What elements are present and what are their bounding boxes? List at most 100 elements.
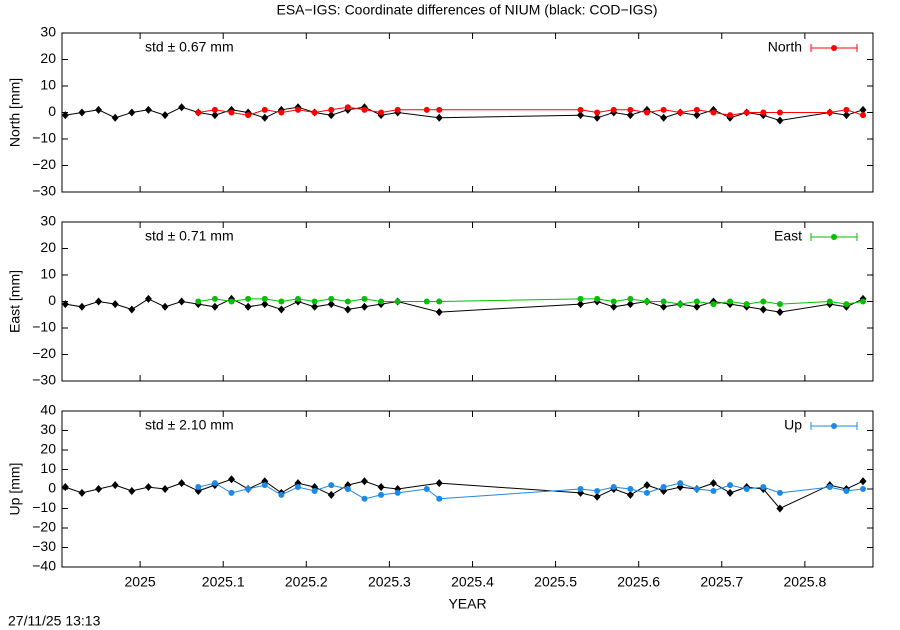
point	[245, 112, 252, 119]
point	[610, 302, 618, 311]
point	[577, 486, 584, 492]
point	[627, 295, 634, 302]
point	[627, 486, 634, 492]
point	[627, 106, 634, 113]
point	[626, 300, 634, 309]
point	[294, 106, 301, 113]
y-tick-label: 30	[40, 421, 56, 437]
point	[693, 111, 701, 120]
y-tick-label: −20	[32, 345, 56, 361]
y-tick-label: 10	[40, 266, 56, 282]
point	[311, 487, 318, 494]
point	[577, 295, 584, 302]
point	[378, 298, 385, 305]
point	[360, 302, 368, 311]
point	[144, 294, 152, 303]
legend-label: North	[768, 39, 802, 55]
legend-label: Up	[784, 417, 802, 433]
point	[843, 301, 850, 308]
point	[344, 104, 351, 111]
point	[128, 108, 136, 117]
point	[710, 487, 717, 494]
y-tick-label: −30	[32, 538, 56, 554]
point	[577, 106, 584, 113]
point	[178, 479, 186, 488]
point	[760, 109, 767, 116]
point	[710, 109, 717, 116]
point	[776, 109, 783, 116]
point	[361, 495, 368, 502]
point	[277, 305, 285, 314]
point	[709, 479, 717, 488]
point	[710, 301, 717, 308]
point	[111, 481, 119, 490]
point	[378, 491, 385, 498]
y-axis-label: North [mm]	[7, 78, 23, 147]
series-line	[65, 478, 864, 510]
y-tick-label: −40	[32, 558, 56, 574]
point	[361, 295, 368, 302]
point	[610, 298, 617, 305]
y-tick-label: −10	[32, 499, 56, 515]
point	[594, 487, 601, 494]
point	[435, 113, 443, 122]
point	[594, 109, 601, 116]
point	[643, 489, 650, 496]
y-tick-label: 30	[40, 213, 56, 229]
point	[859, 105, 867, 114]
y-tick-label: −30	[32, 183, 56, 199]
legend-label: East	[774, 228, 802, 244]
x-tick-label: 2025.5	[534, 574, 577, 590]
point	[161, 302, 169, 311]
point	[111, 113, 119, 122]
point	[826, 109, 833, 116]
x-tick-label: 2025	[125, 574, 156, 590]
point	[278, 298, 285, 305]
point	[211, 480, 218, 487]
point	[435, 479, 443, 488]
point	[211, 106, 218, 113]
point	[128, 305, 136, 314]
point	[344, 305, 352, 314]
point	[859, 477, 867, 486]
point	[327, 111, 335, 120]
point	[261, 295, 268, 302]
point	[294, 295, 301, 302]
plot-frame	[61, 410, 874, 568]
point	[860, 298, 867, 305]
y-tick-label: 10	[40, 460, 56, 476]
point	[78, 488, 86, 497]
point	[394, 298, 401, 305]
point	[328, 482, 335, 489]
point	[344, 298, 351, 305]
point	[727, 112, 734, 119]
point	[727, 298, 734, 305]
point	[776, 504, 784, 513]
x-tick-label: 2025.2	[285, 574, 328, 590]
point	[727, 482, 734, 489]
x-tick-label: 2025.8	[783, 574, 826, 590]
point	[245, 486, 252, 492]
point	[261, 113, 269, 122]
point	[144, 483, 152, 492]
timestamp: 27/11/25 13:13	[8, 613, 101, 629]
point	[776, 301, 783, 308]
point	[261, 106, 268, 113]
point	[211, 295, 218, 302]
std-annotation: std ± 0.67 mm	[145, 39, 234, 55]
y-axis-label: East [mm]	[7, 270, 23, 333]
point	[95, 297, 103, 306]
point	[743, 486, 750, 492]
point	[842, 111, 850, 120]
point	[843, 487, 850, 494]
chart-title: ESA−IGS: Coordinate differences of NIUM …	[276, 2, 657, 18]
point	[423, 106, 430, 113]
series-line	[65, 106, 864, 122]
point	[860, 112, 867, 119]
point	[660, 302, 668, 311]
y-tick-label: −10	[32, 319, 56, 335]
x-tick-label: 2025.4	[451, 574, 494, 590]
point	[743, 109, 750, 116]
